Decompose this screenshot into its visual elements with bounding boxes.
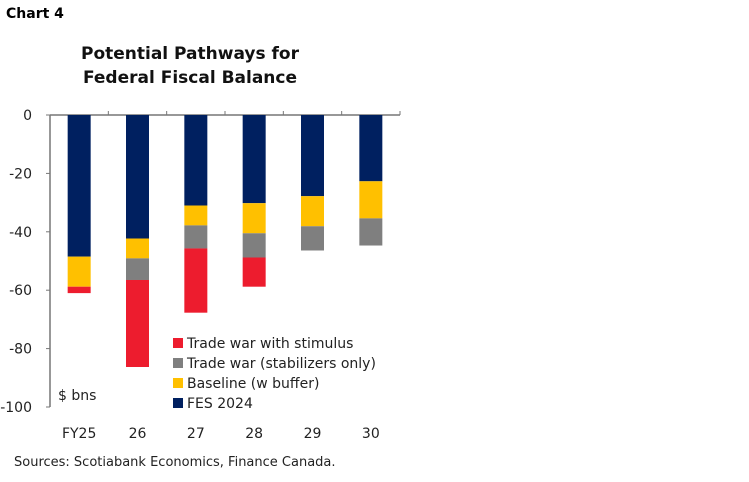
- bar-baseline-w-buffer-30: [359, 181, 383, 219]
- x-tick-label: 26: [129, 426, 147, 442]
- x-tick-label: 27: [187, 426, 205, 442]
- y-tick-label: 0: [23, 108, 32, 124]
- source-note: Sources: Scotiabank Economics, Finance C…: [14, 455, 336, 470]
- legend-label: Trade war (stabilizers only): [186, 356, 376, 372]
- bar-trade-war-stabilizers-only-29: [301, 226, 324, 251]
- x-tick-label: FY25: [62, 426, 96, 442]
- bar-baseline-w-buffer-FY25: [67, 256, 91, 287]
- bar-trade-war-stabilizers-only-26: [126, 258, 149, 280]
- bar-fes-2024-30: [359, 115, 383, 182]
- bar-fes-2024-26: [126, 115, 149, 239]
- bar-fes-2024-27: [184, 115, 208, 206]
- chart-label: Chart 4: [6, 6, 64, 22]
- bar-trade-war-with-stimulus-27: [184, 248, 208, 313]
- bar-trade-war-with-stimulus-FY25: [67, 286, 91, 294]
- legend-swatch: [173, 358, 183, 368]
- legend-label: Trade war with stimulus: [186, 336, 353, 352]
- y-tick-label: -40: [9, 225, 32, 241]
- bar-fes-2024-28: [242, 115, 266, 204]
- chart-title: Potential Pathways for Federal Fiscal Ba…: [40, 42, 340, 90]
- y-tick-label: -20: [9, 166, 32, 182]
- legend-swatch: [173, 378, 183, 388]
- bar-baseline-w-buffer-27: [184, 205, 208, 226]
- legend-label: FES 2024: [187, 396, 253, 412]
- bar-fes-2024-FY25: [67, 115, 91, 257]
- legend-label: Baseline (w buffer): [187, 376, 319, 392]
- bar-baseline-w-buffer-28: [242, 203, 266, 234]
- bar-trade-war-with-stimulus-26: [126, 279, 149, 367]
- y-tick-label: -80: [9, 342, 32, 358]
- bar-trade-war-with-stimulus-28: [242, 257, 266, 287]
- y-tick-label: -60: [9, 283, 32, 299]
- bar-trade-war-stabilizers-only-28: [242, 233, 266, 258]
- chart-title-line-1: Potential Pathways for: [80, 44, 299, 64]
- chart-title-line-2: Federal Fiscal Balance: [82, 68, 298, 88]
- bar-fes-2024-29: [301, 115, 324, 197]
- x-tick-label: 28: [245, 426, 263, 442]
- bar-baseline-w-buffer-26: [126, 238, 149, 259]
- legend-swatch: [173, 398, 183, 408]
- x-tick-label: 30: [362, 426, 380, 442]
- unit-label: $ bns: [58, 388, 96, 404]
- legend-swatch: [173, 338, 183, 348]
- y-tick-label: -100: [0, 400, 32, 416]
- x-tick-label: 29: [304, 426, 322, 442]
- bar-trade-war-stabilizers-only-30: [359, 218, 383, 246]
- bar-baseline-w-buffer-29: [301, 196, 324, 227]
- bar-trade-war-stabilizers-only-27: [184, 225, 208, 249]
